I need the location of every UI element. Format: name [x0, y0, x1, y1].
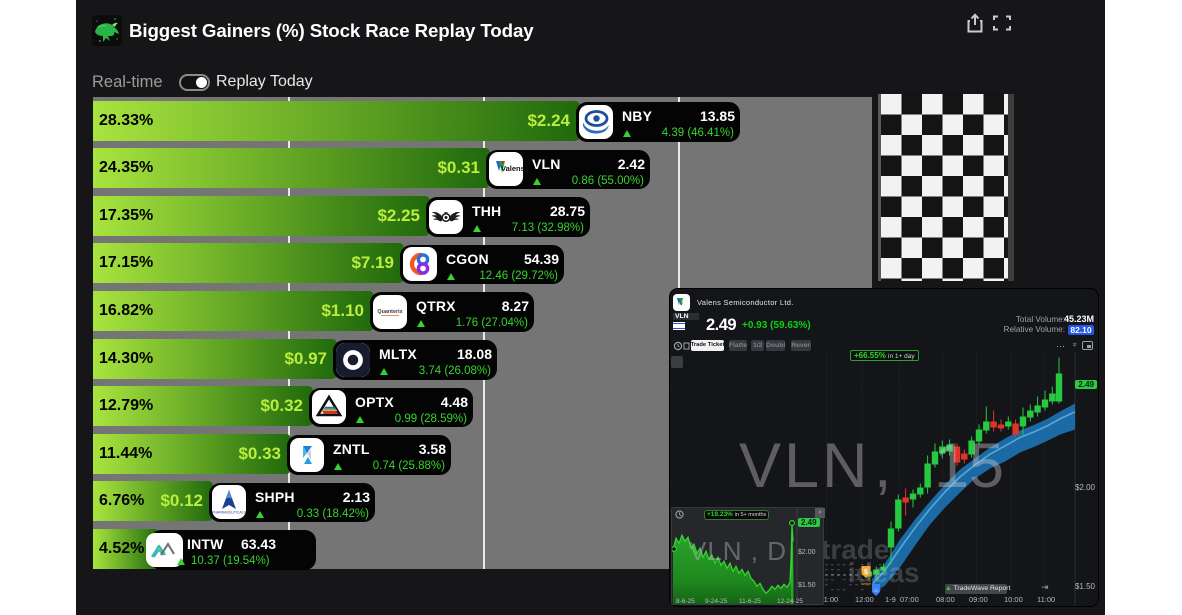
svg-text:swipe: swipe	[861, 581, 872, 586]
svg-text:Valens: Valens	[501, 164, 523, 173]
svg-text:PHARMACEUTICALS: PHARMACEUTICALS	[212, 511, 246, 515]
svg-text:$: $	[864, 569, 868, 576]
svg-text:⌂: ⌂	[874, 588, 878, 594]
svg-text:V: V	[680, 301, 683, 306]
svg-text:Quanterix: Quanterix	[377, 309, 402, 315]
